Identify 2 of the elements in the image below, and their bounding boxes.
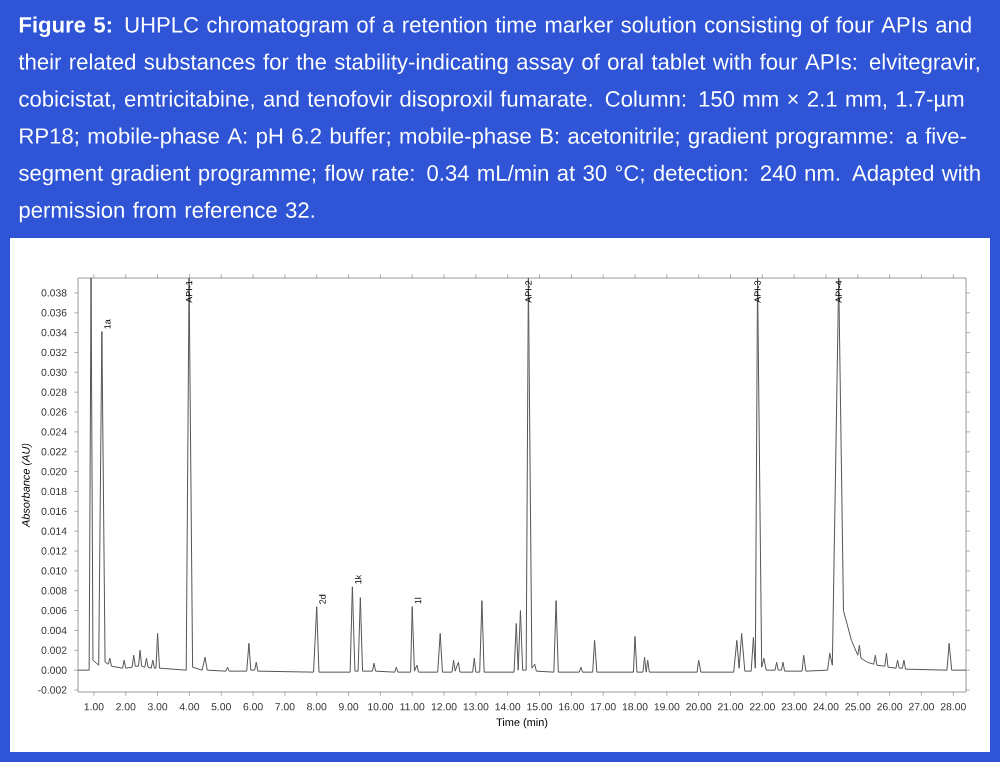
chart-title: Figure 5: UHPLC chromatogram of a retention time marker solution consisting of four APIs and their related substances for the stability-indicating assay of oral tablet with four APIs: elvitegravir, cobicistat, emtricitabine, and tenofovir disoproxil fumarate. Column: 150 mm × 2.1 mm, 1.7-µm RP18; mobile-phase A: pH 6.2 buffer; mobile-phase B: acetonitrile; gradient programme: a five-segment gradient programme; flow rate: 0.34 mL/min at 30 °C; detection: 240 nm. Adapted with permission from reference 32.: [18, 16, 980, 223]
line-series: [78, 278, 967, 673]
